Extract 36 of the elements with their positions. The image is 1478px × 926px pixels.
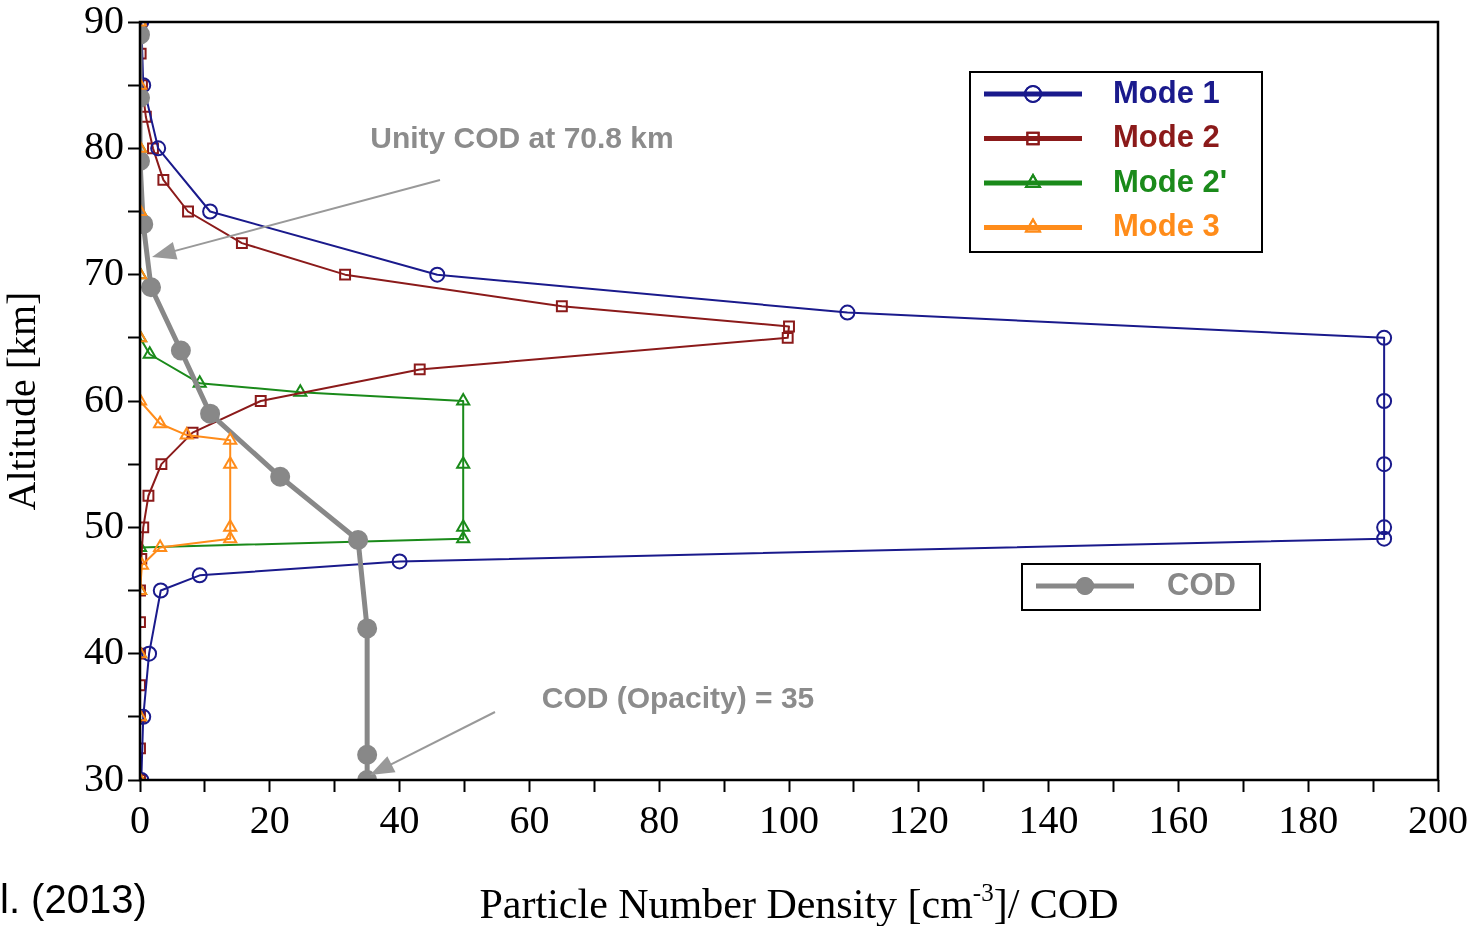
x-tick-label: 0 [130,796,150,842]
y-tick-label: 90 [84,0,124,42]
x-tick-label: 140 [1018,796,1079,842]
y-tick-label: 60 [84,375,124,421]
x-tick-label: 160 [1148,796,1209,842]
y-axis-title: Altitude [km] [0,291,44,511]
text: l. (2013) [0,877,147,922]
y-tick-label: 50 [84,501,124,547]
point [555,300,568,313]
x-tick-label: 120 [888,796,949,842]
point [781,331,794,344]
x-tick-label: 80 [639,796,680,842]
point [783,320,795,333]
point [1376,329,1393,346]
legend-label: COD [1167,566,1236,602]
legend-label: Mode 2 [1113,119,1220,155]
point [1376,530,1393,547]
x-tick-label: 20 [249,796,290,842]
x-tick-label: 180 [1278,796,1339,842]
x-tick-label: 100 [759,796,819,842]
legend-label: Mode 2' [1113,163,1228,199]
x-tick-label: 40 [379,796,420,842]
point [839,304,856,321]
legend-label: Mode 3 [1113,208,1220,244]
point [1376,456,1393,473]
y-tick-label: 40 [84,628,124,674]
y-tick-label: 70 [84,249,124,295]
point [1376,519,1393,536]
x-tick-label: 200 [1408,796,1468,842]
y-tick-label: 80 [84,122,124,168]
point [1376,393,1393,409]
x-tick-label: 60 [509,796,550,842]
legend-label: Mode 1 [1113,74,1220,110]
annotation: Unity COD at 70.8 km [370,121,674,155]
y-tick-label: 30 [84,754,124,800]
annotation: COD (Opacity) = 35 [541,681,815,715]
